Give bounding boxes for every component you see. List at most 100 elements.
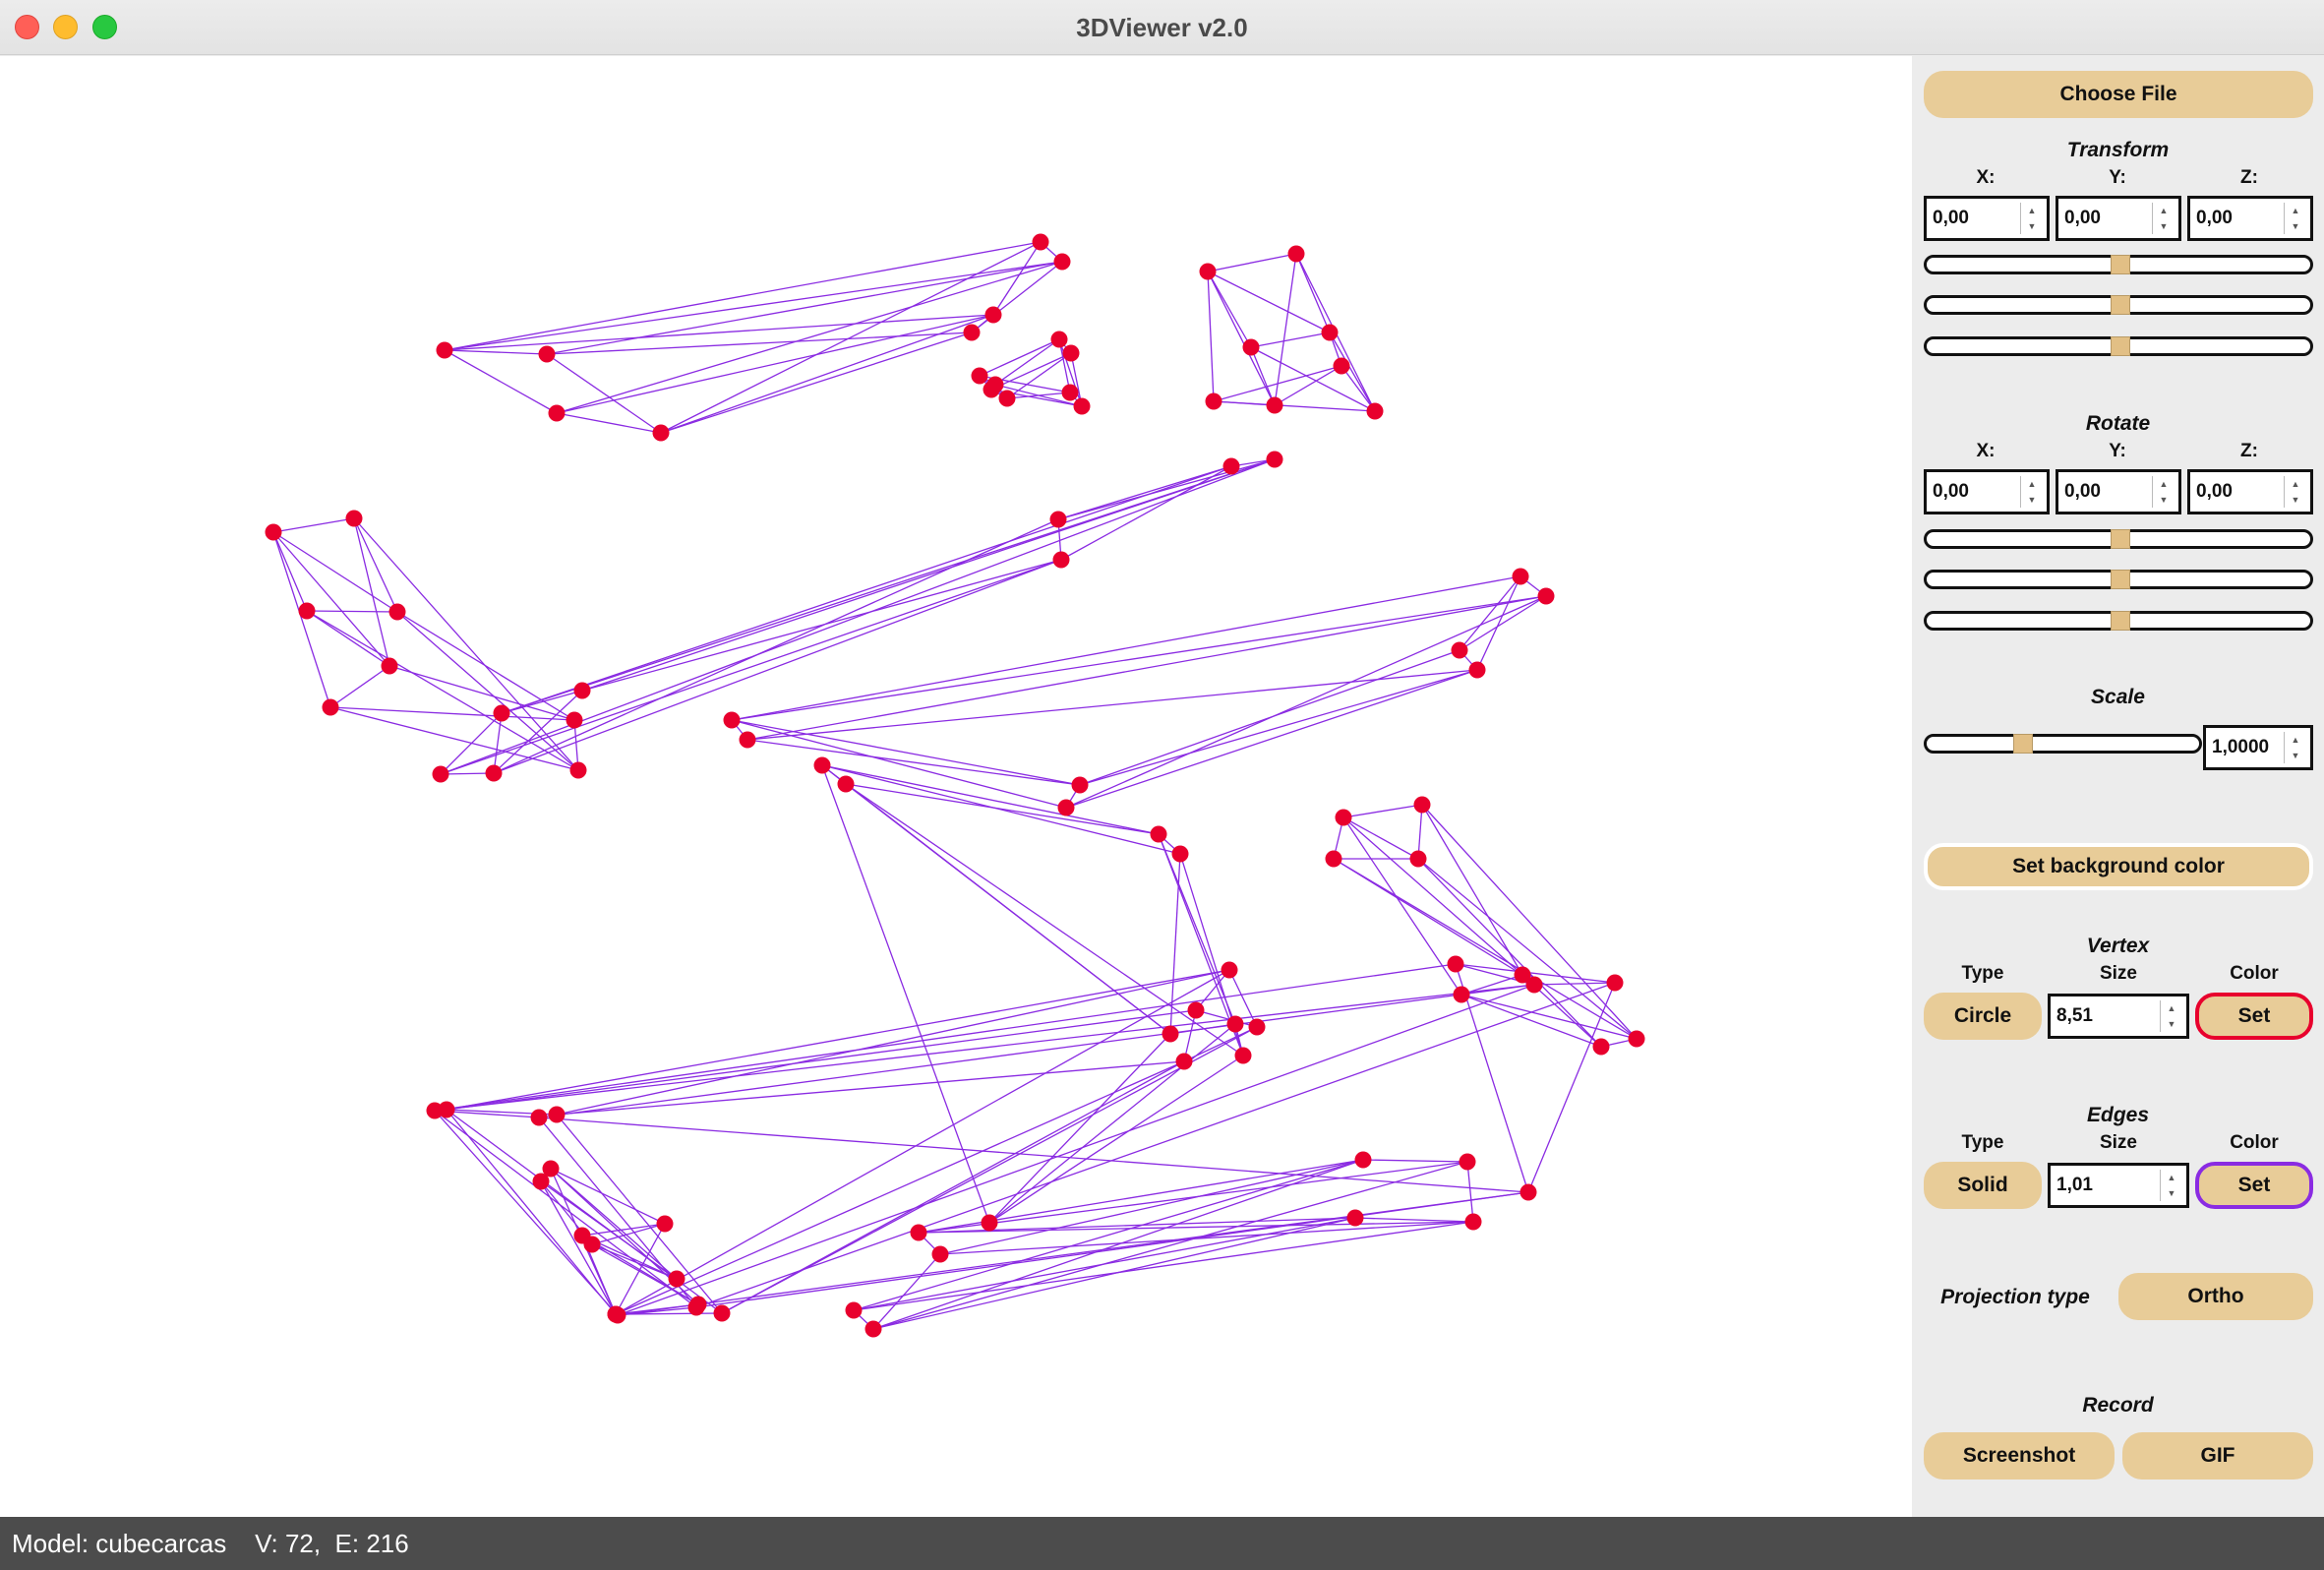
model-edge [493, 559, 1062, 774]
model-vertex [668, 1270, 685, 1288]
model-edge [556, 314, 994, 414]
gif-button[interactable]: GIF [2122, 1432, 2313, 1479]
model-edge [1207, 271, 1215, 402]
transform-y-spinbox[interactable]: 0,00 ▲ ▼ [2056, 196, 2181, 241]
model-vertex [1071, 776, 1089, 794]
slider-thumb[interactable] [2111, 255, 2130, 274]
model-edge [1455, 963, 1529, 1193]
screenshot-button[interactable]: Screenshot [1924, 1432, 2115, 1479]
edges-color-set-button[interactable]: Set [2195, 1162, 2313, 1209]
choose-file-button[interactable]: Choose File [1924, 71, 2313, 118]
model-vertex [432, 765, 449, 783]
scale-slider[interactable] [1924, 734, 2202, 754]
model-edge [746, 669, 1478, 741]
model-edge [1417, 804, 1423, 860]
model-edge [1158, 833, 1236, 1025]
transform-z-label: Z: [2240, 167, 2258, 188]
slider-thumb[interactable] [2111, 336, 2130, 356]
model-edge [556, 261, 1063, 414]
spin-arrows-icon[interactable]: ▲ ▼ [2284, 203, 2306, 234]
model-edge [591, 1243, 678, 1280]
rotate-x-slider[interactable] [1924, 529, 2313, 549]
slider-thumb[interactable] [2111, 529, 2130, 549]
rotate-z-slider[interactable] [1924, 611, 2313, 631]
model-edge [695, 1191, 1529, 1308]
rotate-x-spinbox[interactable]: 0,00 ▲ ▼ [1924, 469, 2050, 514]
spin-arrows-icon[interactable]: ▲ ▼ [2284, 732, 2306, 763]
rotate-y-slider[interactable] [1924, 570, 2313, 589]
rotate-y-value: 0,00 [2064, 481, 2101, 502]
model-edge [1207, 271, 1276, 406]
spin-arrows-icon[interactable]: ▲ ▼ [2020, 203, 2043, 234]
slider-thumb[interactable] [2111, 611, 2130, 631]
model-edge [615, 1223, 666, 1315]
set-background-color-button[interactable]: Set background color [1924, 843, 2313, 890]
edges-section-title: Edges [2086, 1104, 2150, 1126]
model-vertex [530, 1109, 548, 1126]
model-vertex [1451, 641, 1468, 659]
model-edge [272, 531, 398, 613]
model-edge [1065, 595, 1547, 809]
projection-type-button[interactable]: Ortho [2118, 1273, 2313, 1320]
model-edge [444, 241, 1042, 351]
transform-y-slider[interactable] [1924, 295, 2313, 315]
vertex-color-set-button[interactable]: Set [2195, 993, 2313, 1040]
model-vertex [1205, 392, 1222, 410]
model-edge [821, 764, 1171, 1035]
maximize-window-button[interactable] [92, 15, 117, 39]
spin-arrows-icon[interactable]: ▲ ▼ [2152, 203, 2175, 234]
model-vertex [1453, 986, 1470, 1003]
spin-arrows-icon[interactable]: ▲ ▼ [2152, 476, 2175, 508]
model-vertex [1052, 551, 1070, 569]
transform-x-slider[interactable] [1924, 255, 2313, 274]
transform-x-spinbox[interactable]: 0,00 ▲ ▼ [1924, 196, 2050, 241]
record-section-title: Record [2082, 1394, 2154, 1417]
close-window-button[interactable] [15, 15, 39, 39]
spin-arrows-icon[interactable]: ▲ ▼ [2284, 476, 2306, 508]
model-edge [731, 575, 1521, 721]
rotate-y-spinbox[interactable]: 0,00 ▲ ▼ [2056, 469, 2181, 514]
model-edge [434, 984, 1535, 1112]
model-edge [329, 706, 579, 771]
model-edge [306, 610, 579, 771]
model-edge [918, 1221, 1474, 1234]
minimize-window-button[interactable] [53, 15, 78, 39]
model-viewport[interactable] [0, 56, 1912, 1517]
model-vertex [436, 341, 453, 359]
transform-z-spinbox[interactable]: 0,00 ▲ ▼ [2187, 196, 2313, 241]
edges-size-spinbox[interactable]: 1,01 ▲ ▼ [2048, 1163, 2189, 1208]
model-vertex [652, 424, 670, 442]
slider-thumb[interactable] [2013, 734, 2033, 754]
wireframe-model[interactable] [0, 56, 1912, 1517]
model-edge [440, 772, 495, 775]
model-edge [731, 595, 1547, 721]
vertex-size-spinbox[interactable]: 8,51 ▲ ▼ [2048, 994, 2189, 1039]
model-edge [556, 1060, 1185, 1116]
transform-z-slider[interactable] [1924, 336, 2313, 356]
model-vertex [438, 1101, 455, 1118]
vertex-type-button[interactable]: Circle [1924, 993, 2042, 1040]
model-edge [746, 595, 1547, 741]
model-edge [329, 665, 390, 708]
model-vertex [265, 523, 282, 541]
model-vertex [963, 324, 981, 341]
model-edge [272, 517, 355, 533]
model-edge [1417, 858, 1638, 1040]
rotate-z-spinbox[interactable]: 0,00 ▲ ▼ [2187, 469, 2313, 514]
model-edge [1460, 994, 1602, 1048]
model-edge [538, 1117, 1529, 1193]
slider-thumb[interactable] [2111, 295, 2130, 315]
model-edge [1195, 969, 1230, 1011]
model-edge [1183, 1026, 1258, 1062]
model-vertex [1073, 397, 1091, 415]
edges-type-button[interactable]: Solid [1924, 1162, 2042, 1209]
spin-arrows-icon[interactable]: ▲ ▼ [2160, 1170, 2182, 1201]
model-edge [1058, 338, 1083, 407]
model-edge [1228, 969, 1258, 1028]
scale-spinbox[interactable]: 1,0000 ▲ ▼ [2203, 725, 2313, 770]
slider-thumb[interactable] [2111, 570, 2130, 589]
spin-arrows-icon[interactable]: ▲ ▼ [2160, 1000, 2182, 1032]
model-vertex [1050, 331, 1068, 348]
spin-arrows-icon[interactable]: ▲ ▼ [2020, 476, 2043, 508]
model-edge [434, 1110, 619, 1316]
